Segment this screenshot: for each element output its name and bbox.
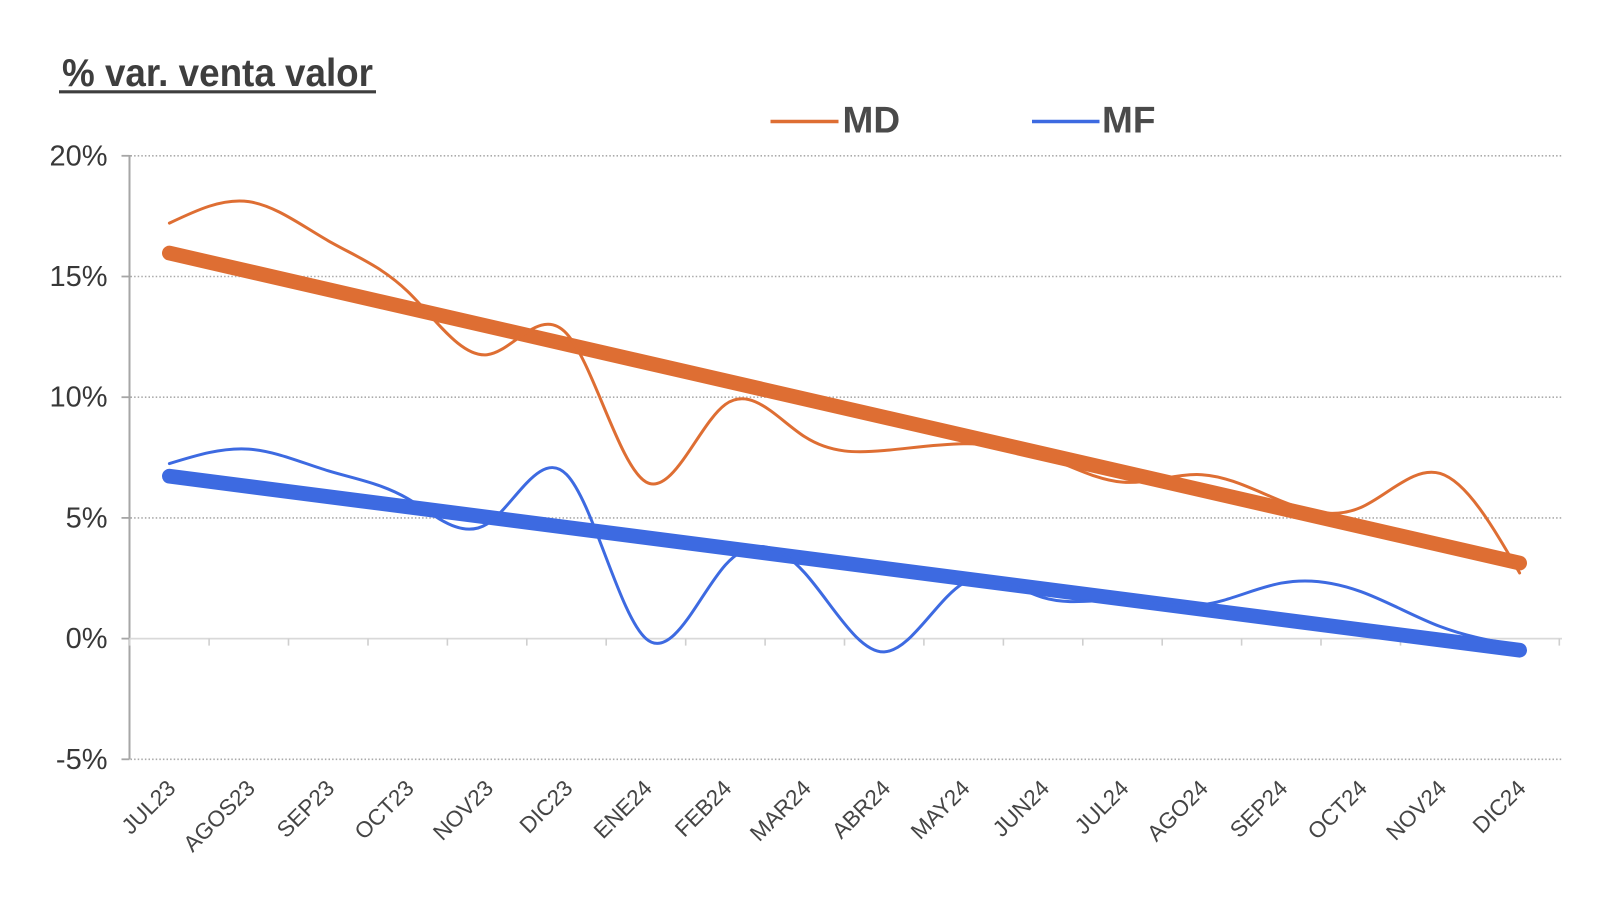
svg-text:5%: 5% — [66, 502, 108, 534]
svg-text:10%: 10% — [49, 382, 107, 414]
svg-text:% var. venta valor: % var. venta valor — [62, 52, 373, 95]
svg-text:-5%: -5% — [56, 744, 108, 776]
svg-text:0%: 0% — [66, 623, 108, 655]
svg-text:20%: 20% — [49, 140, 107, 172]
svg-text:MD: MD — [843, 99, 901, 140]
svg-text:MF: MF — [1102, 99, 1155, 140]
svg-text:15%: 15% — [49, 261, 107, 293]
